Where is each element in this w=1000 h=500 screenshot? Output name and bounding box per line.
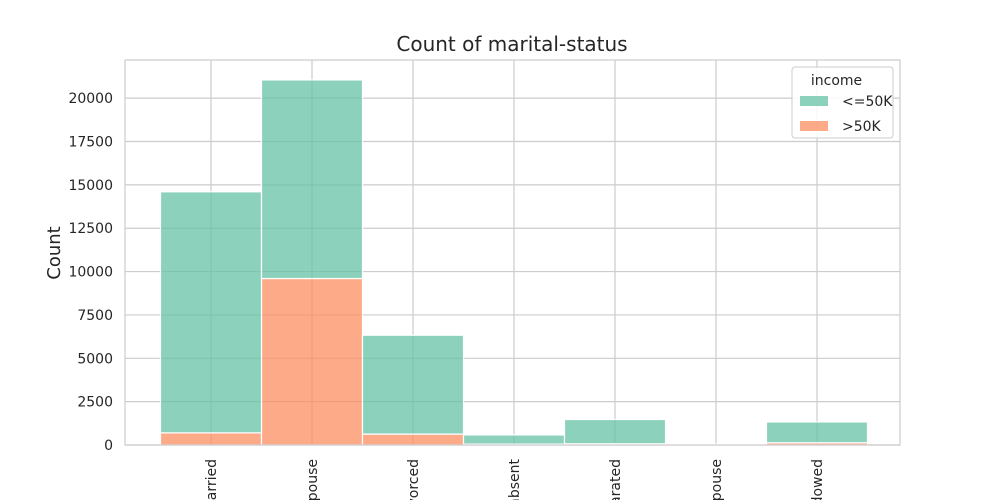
y-tick-label: 7500	[77, 308, 113, 324]
y-tick-label: 20000	[68, 91, 113, 107]
y-tick-label: 0	[104, 438, 113, 454]
x-tick-label: pouse	[305, 459, 321, 500]
bar-le50k-4	[563, 418, 667, 445]
bar-gt50k-0	[159, 432, 263, 446]
legend-swatch-0	[800, 96, 828, 106]
bar-gt50k-2	[361, 433, 465, 446]
chart-title: Count of marital-status	[396, 32, 627, 56]
x-tick-label: vorced	[406, 459, 422, 500]
y-tick-label: 5000	[77, 351, 113, 367]
x-tick-label: absent	[507, 459, 523, 500]
y-tick-label: 2500	[77, 395, 113, 411]
bar-le50k-1	[260, 79, 364, 280]
bar-le50k-3	[462, 434, 566, 445]
legend-label-0: <=50K	[842, 94, 893, 110]
x-tick-label: arated	[608, 459, 624, 500]
x-tick-label: pouse	[709, 459, 725, 500]
plot-frame	[124, 59, 901, 446]
legend-title: income	[811, 73, 862, 89]
bar-le50k-6	[765, 421, 869, 444]
x-tick-label: arried	[204, 459, 220, 500]
y-tick-labels: 0 2500 5000 7500 10000 12500 15000 17500 20000	[68, 91, 113, 454]
bar-le50k-2	[361, 334, 465, 435]
y-tick-label: 10000	[68, 265, 113, 281]
bar-gt50k-1	[260, 277, 364, 446]
y-tick-label: 15000	[68, 178, 113, 194]
x-tick-labels: arried pouse vorced absent arated pouse dowed	[204, 459, 826, 500]
y-axis-title: Count	[44, 226, 65, 279]
y-tick-label: 12500	[68, 221, 113, 237]
legend: income <=50K >50K	[791, 66, 894, 139]
legend-swatch-1	[800, 121, 828, 131]
y-tick-label: 17500	[68, 135, 113, 151]
bars-layer	[159, 79, 869, 446]
bar-le50k-0	[159, 191, 263, 434]
legend-box	[791, 66, 894, 139]
legend-label-1: >50K	[842, 119, 882, 135]
x-tick-label: dowed	[810, 459, 826, 500]
